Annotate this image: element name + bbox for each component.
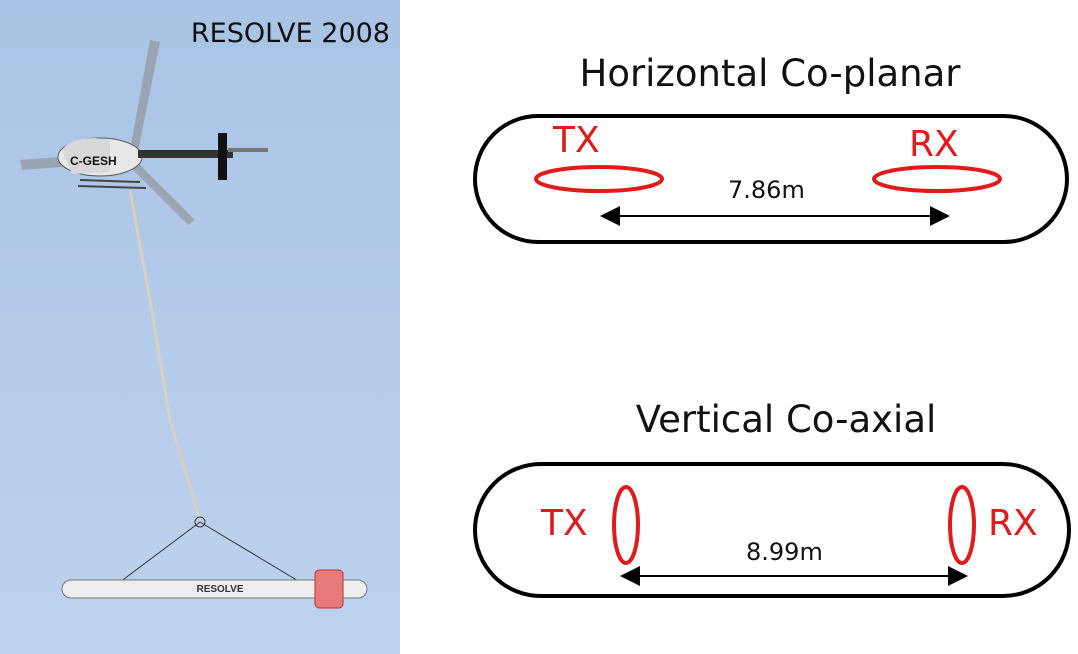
helicopter-illustration: C-GESH RESOLVE bbox=[20, 40, 368, 609]
hcp-bird-outline bbox=[473, 114, 1069, 244]
helicopter-photo: C-GESH RESOLVE RESOLVE 2008 bbox=[0, 0, 400, 654]
vca-rx-coil bbox=[948, 485, 976, 565]
vca-tx-coil bbox=[612, 485, 640, 565]
photo-caption: RESOLVE 2008 bbox=[190, 18, 390, 49]
hcp-tx-label: TX bbox=[553, 120, 600, 161]
tow-cable bbox=[128, 189, 202, 521]
hcp-tx-coil bbox=[534, 165, 664, 193]
hcp-title: Horizontal Co-planar bbox=[579, 52, 961, 95]
bird-text: RESOLVE bbox=[196, 584, 243, 595]
helicopter: C-GESH bbox=[57, 133, 268, 189]
vca-distance-label: 8.99m bbox=[746, 538, 823, 566]
vca-rx-label: RX bbox=[988, 503, 1038, 544]
main-rotor bbox=[20, 40, 195, 225]
hcp-distance-label: 7.86m bbox=[728, 176, 805, 204]
hcp-rx-coil bbox=[872, 165, 1002, 193]
towed-bird: RESOLVE bbox=[61, 569, 368, 609]
vca-bird-outline bbox=[473, 462, 1071, 598]
coil-diagrams bbox=[473, 114, 1071, 598]
hcp-rx-label: RX bbox=[909, 124, 959, 165]
heli-reg: C-GESH bbox=[70, 154, 117, 168]
sling bbox=[119, 516, 301, 583]
vca-tx-label: TX bbox=[541, 503, 588, 544]
vca-title: Vertical Co-axial bbox=[635, 398, 937, 441]
